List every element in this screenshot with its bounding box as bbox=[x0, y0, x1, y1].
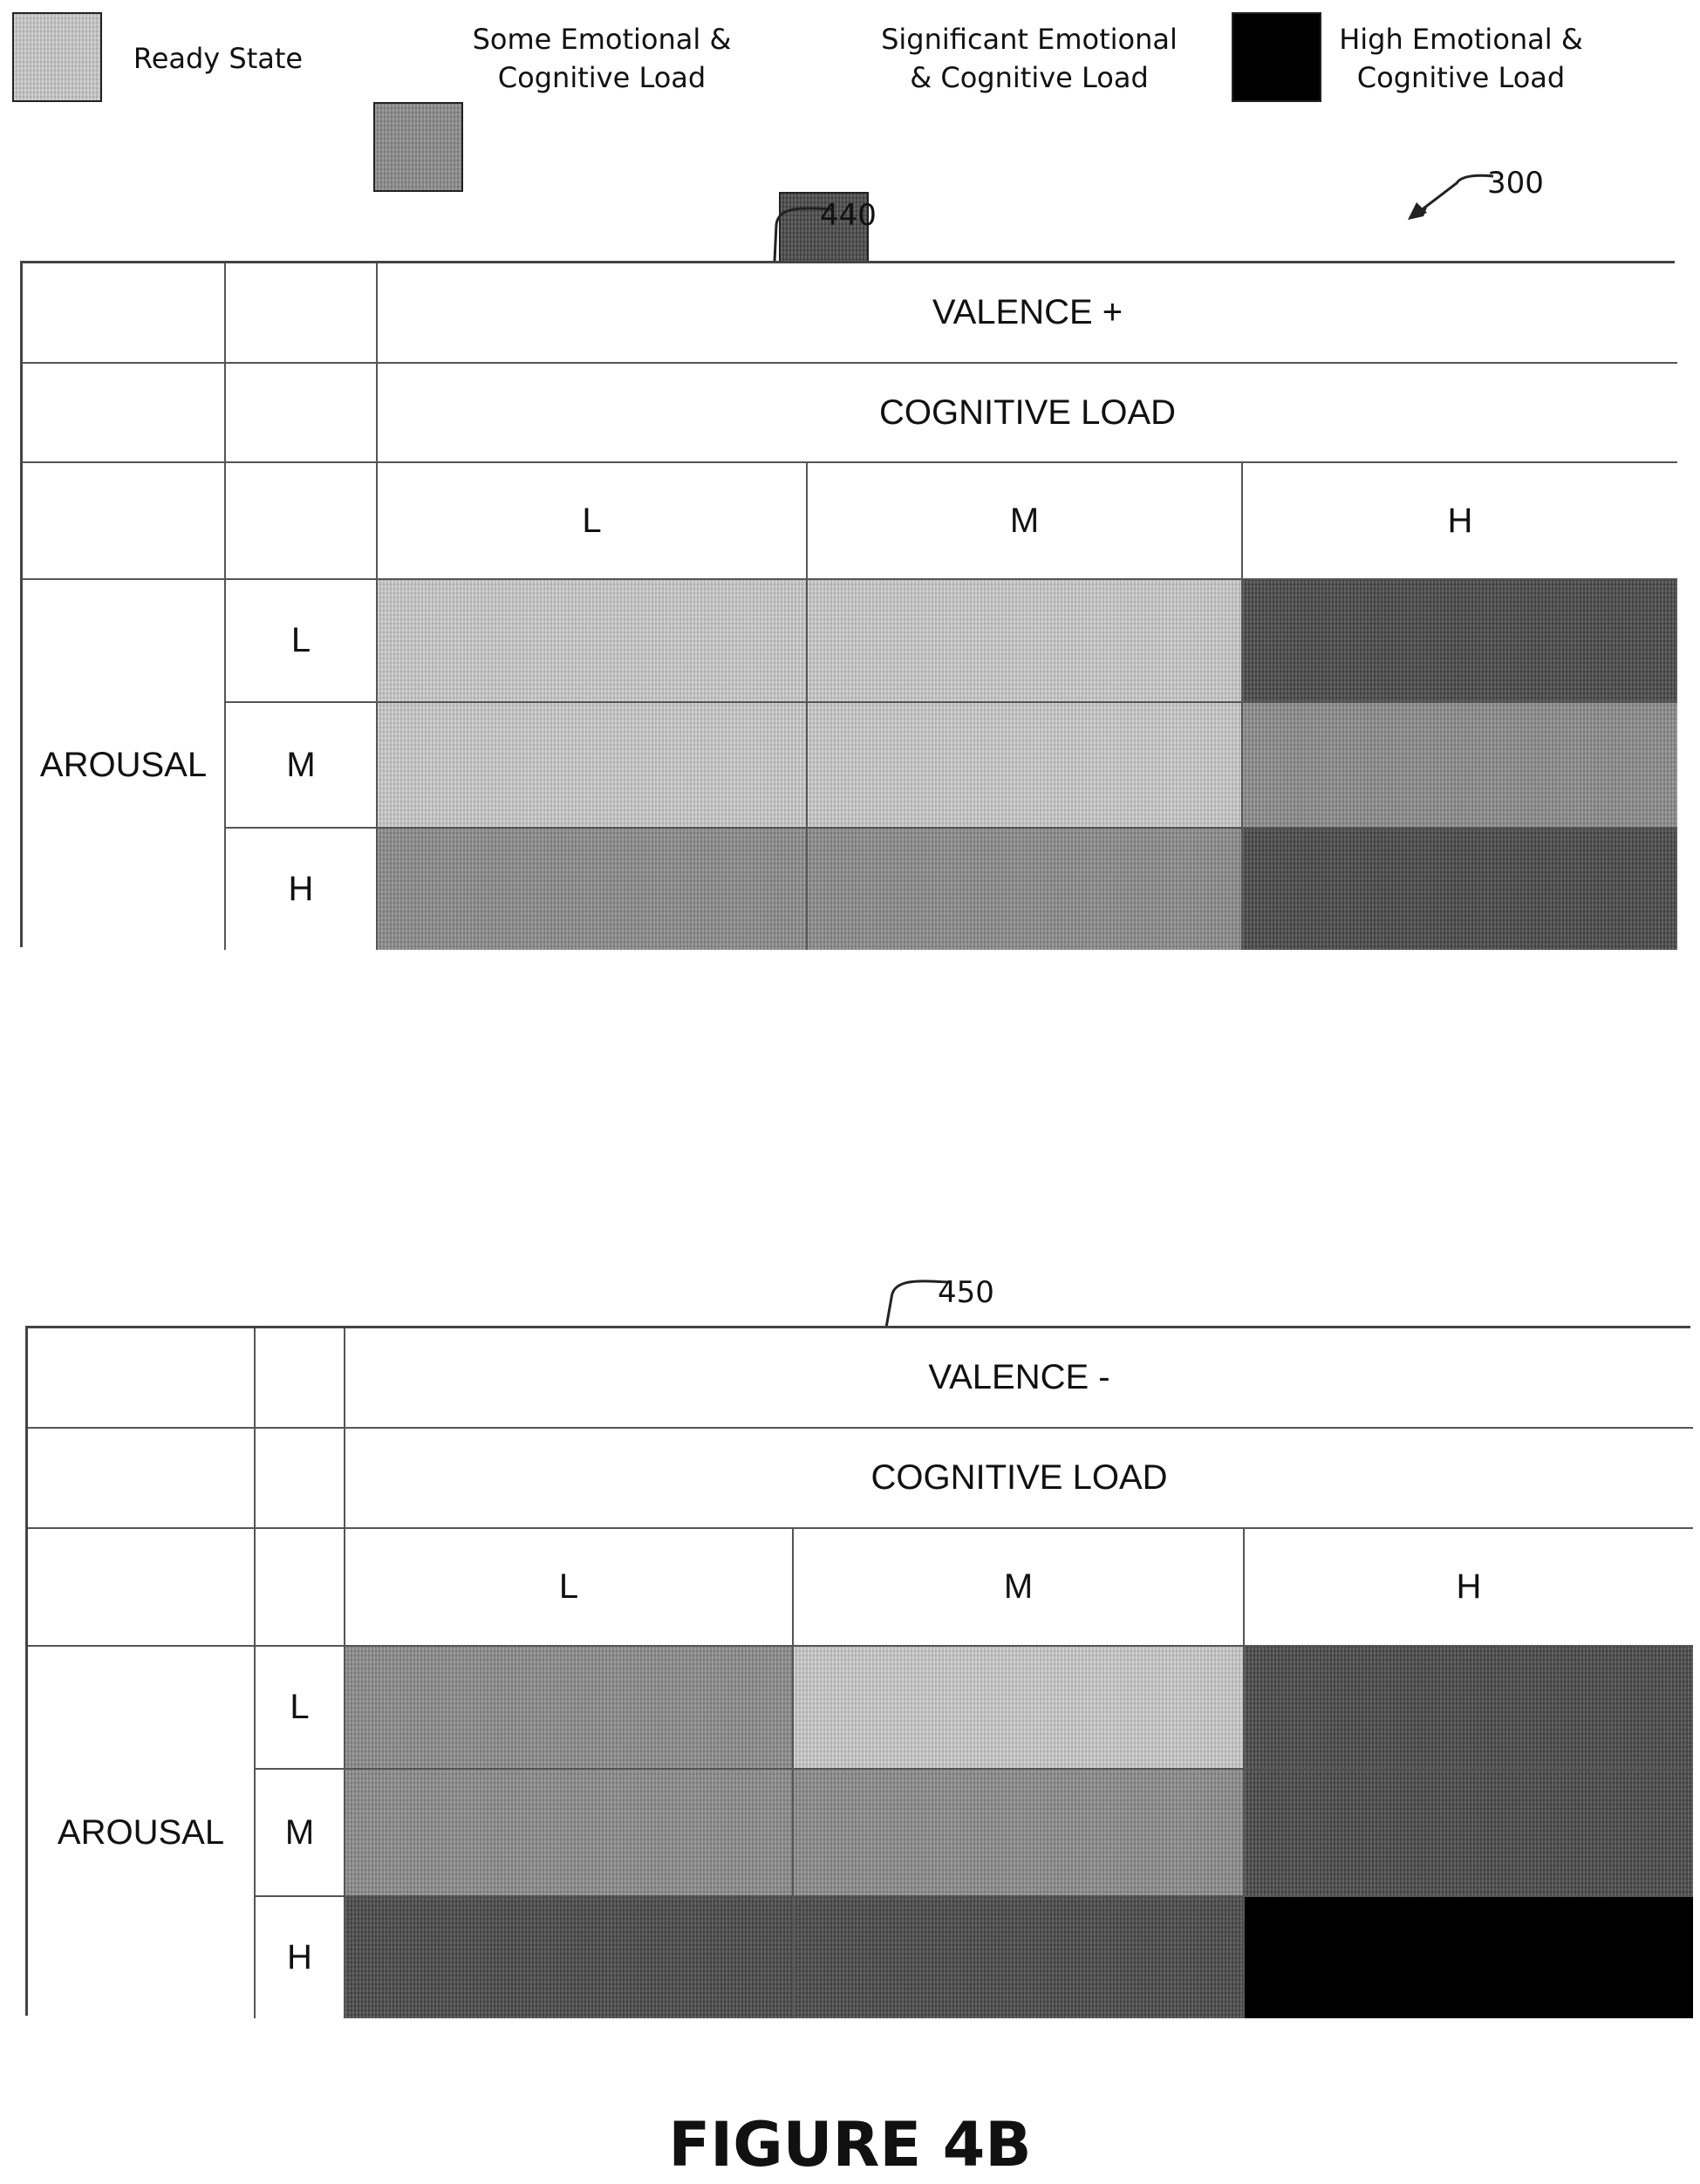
arousal-label: AROUSAL bbox=[23, 580, 226, 950]
cognitive-load-col-l: L bbox=[345, 1529, 794, 1647]
figure-caption: FIGURE 4B bbox=[0, 2109, 1700, 2181]
cognitive-load-col-m: M bbox=[794, 1529, 1245, 1647]
legend-label-ready: Ready State bbox=[113, 39, 323, 78]
empty-cell bbox=[256, 1429, 345, 1529]
cognitive-load-col-m: M bbox=[808, 463, 1243, 580]
arousal-row-h: H bbox=[226, 829, 378, 950]
ref-450-label: 450 bbox=[938, 1275, 994, 1310]
valence-negative-table: VALENCE - COGNITIVE LOAD L M H AROUSAL L… bbox=[25, 1326, 1690, 2016]
state-cell bbox=[1245, 1647, 1693, 1770]
empty-cell bbox=[23, 463, 226, 580]
empty-cell bbox=[256, 1529, 345, 1647]
ref-440-label: 440 bbox=[820, 198, 877, 233]
cognitive-load-col-l: L bbox=[378, 463, 808, 580]
cognitive-load-col-h: H bbox=[1243, 463, 1677, 580]
state-cell bbox=[1243, 580, 1677, 703]
empty-cell bbox=[226, 364, 378, 463]
state-cell bbox=[1245, 1770, 1693, 1897]
valence-header: VALENCE + bbox=[378, 263, 1677, 364]
cognitive-load-header: COGNITIVE LOAD bbox=[378, 364, 1677, 463]
legend-label-some: Some Emotional & Cognitive Load bbox=[471, 20, 733, 97]
legend-label-high: High Emotional & Cognitive Load bbox=[1330, 20, 1592, 97]
state-cell bbox=[1243, 829, 1677, 950]
empty-cell bbox=[256, 1328, 345, 1429]
state-cell bbox=[794, 1897, 1245, 2018]
state-cell bbox=[1245, 1897, 1693, 2018]
empty-cell bbox=[226, 263, 378, 364]
valence-positive-table: VALENCE + COGNITIVE LOAD L M H AROUSAL L… bbox=[20, 261, 1675, 947]
arousal-row-m: M bbox=[226, 703, 378, 829]
state-cell bbox=[808, 829, 1243, 950]
state-cell bbox=[345, 1647, 794, 1770]
empty-cell bbox=[28, 1328, 256, 1429]
state-cell bbox=[808, 703, 1243, 829]
ref-300-arrow bbox=[1396, 166, 1500, 235]
state-cell bbox=[345, 1897, 794, 2018]
arousal-row-l: L bbox=[256, 1647, 345, 1770]
empty-cell bbox=[23, 263, 226, 364]
legend-swatch-some bbox=[373, 102, 463, 192]
state-cell bbox=[378, 580, 808, 703]
arousal-label: AROUSAL bbox=[28, 1647, 256, 2018]
legend-swatch-high bbox=[1232, 12, 1321, 102]
arousal-row-h: H bbox=[256, 1897, 345, 2018]
ref-300-label: 300 bbox=[1487, 166, 1544, 201]
empty-cell bbox=[226, 463, 378, 580]
arousal-row-m: M bbox=[256, 1770, 345, 1897]
empty-cell bbox=[28, 1429, 256, 1529]
legend-swatch-ready bbox=[12, 12, 102, 102]
state-cell bbox=[808, 580, 1243, 703]
valence-header: VALENCE - bbox=[345, 1328, 1693, 1429]
cognitive-load-header: COGNITIVE LOAD bbox=[345, 1429, 1693, 1529]
state-cell bbox=[378, 829, 808, 950]
state-cell bbox=[794, 1770, 1245, 1897]
empty-cell bbox=[28, 1529, 256, 1647]
cognitive-load-col-h: H bbox=[1245, 1529, 1693, 1647]
empty-cell bbox=[23, 364, 226, 463]
state-cell bbox=[1243, 703, 1677, 829]
legend-label-significant: Significant Emotional & Cognitive Load bbox=[881, 20, 1178, 97]
state-cell bbox=[345, 1770, 794, 1897]
state-cell bbox=[794, 1647, 1245, 1770]
state-cell bbox=[378, 703, 808, 829]
arousal-row-l: L bbox=[226, 580, 378, 703]
